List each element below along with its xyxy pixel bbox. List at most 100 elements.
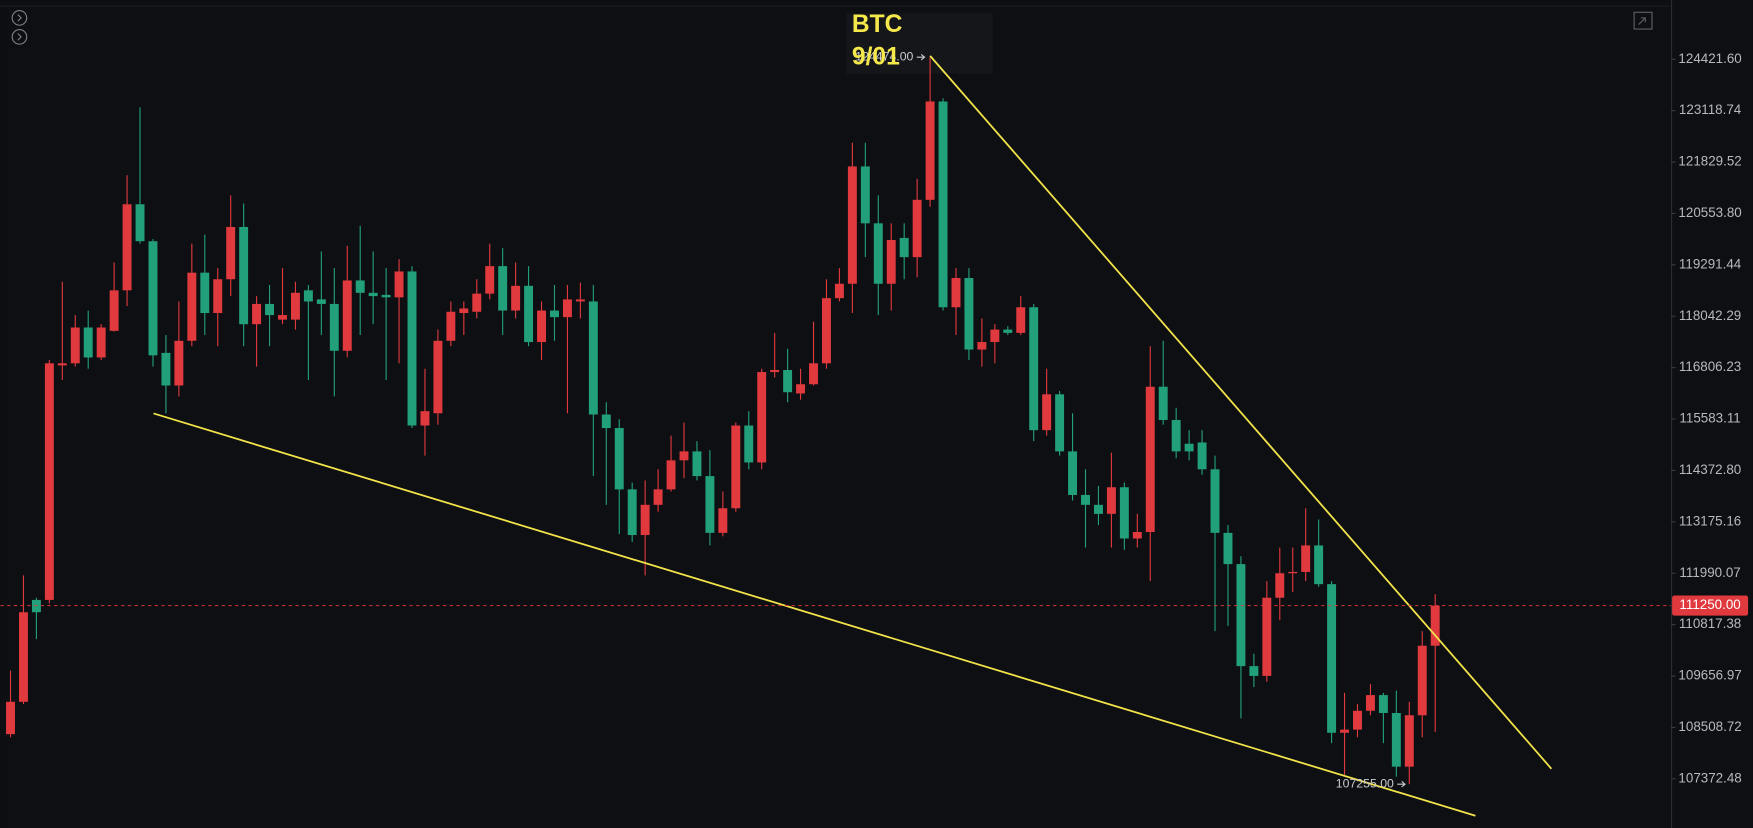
y-tick-label: 110817.38 bbox=[1679, 616, 1741, 631]
candle-body bbox=[1301, 545, 1311, 572]
candle-body bbox=[1132, 531, 1142, 539]
expand-icon-arrow bbox=[17, 33, 22, 41]
candle-body bbox=[809, 363, 818, 385]
candle-body bbox=[524, 285, 534, 343]
expand-icon[interactable] bbox=[11, 29, 28, 45]
y-tick-label: 108508.72 bbox=[1678, 719, 1741, 734]
candle-body bbox=[1184, 443, 1194, 452]
candle-body bbox=[316, 299, 326, 304]
current-price-label: 111250.00 bbox=[1679, 597, 1740, 612]
candle-body bbox=[135, 204, 145, 242]
expand-icon[interactable] bbox=[11, 10, 28, 26]
plot-area bbox=[6, 57, 1440, 785]
candle-body bbox=[1430, 605, 1440, 646]
chart-title: BTC bbox=[852, 11, 903, 38]
candle-body bbox=[109, 290, 119, 331]
candle-body bbox=[1106, 487, 1116, 514]
candle-body bbox=[1288, 571, 1298, 574]
candle-body bbox=[627, 489, 637, 536]
candle-body bbox=[200, 272, 210, 314]
candle-body bbox=[938, 101, 948, 308]
low-marker-arrow bbox=[1397, 780, 1406, 788]
candle-body bbox=[472, 293, 482, 312]
candle-body bbox=[886, 239, 896, 284]
candle-body bbox=[744, 425, 754, 463]
candle-body bbox=[692, 451, 702, 477]
toolbar-icons[interactable] bbox=[11, 10, 1653, 45]
candle-body bbox=[290, 292, 300, 320]
candle-body bbox=[1029, 307, 1039, 431]
chart-subtitle: 9/01 bbox=[852, 44, 900, 71]
candle-body bbox=[161, 352, 171, 386]
candle-body bbox=[303, 290, 313, 302]
candle-body bbox=[990, 329, 1000, 343]
candle-body bbox=[1378, 695, 1388, 714]
y-tick-label: 113175.16 bbox=[1679, 513, 1741, 528]
candle-body bbox=[964, 278, 974, 350]
candle-body bbox=[537, 310, 547, 343]
candle-body bbox=[834, 283, 844, 299]
candle-body bbox=[1365, 695, 1375, 711]
candle-body bbox=[1171, 420, 1181, 452]
candle-body bbox=[1016, 307, 1026, 333]
candle-body bbox=[148, 241, 158, 356]
candle-body bbox=[226, 226, 236, 280]
fullscreen-icon[interactable] bbox=[1633, 11, 1653, 30]
candle-body bbox=[1314, 545, 1324, 585]
candle-body bbox=[899, 237, 909, 258]
candle-body bbox=[420, 411, 430, 426]
candle-body bbox=[433, 340, 443, 414]
y-tick-label: 124421.60 bbox=[1678, 51, 1741, 66]
candle-body bbox=[174, 340, 184, 386]
candle-body bbox=[653, 489, 663, 505]
support-trendline bbox=[153, 412, 1476, 817]
candle-body bbox=[368, 292, 378, 297]
high-marker-arrow bbox=[916, 53, 926, 61]
candle-body bbox=[407, 271, 417, 426]
candle-body bbox=[614, 428, 624, 490]
y-tick-label: 109656.97 bbox=[1678, 668, 1741, 683]
candle-body bbox=[640, 504, 650, 536]
candle-body bbox=[977, 342, 987, 350]
candle-body bbox=[925, 101, 935, 200]
candle-body bbox=[912, 199, 922, 258]
candle-body bbox=[459, 308, 469, 314]
y-tick-label: 120553.80 bbox=[1678, 205, 1741, 220]
candle-body bbox=[96, 327, 106, 358]
candle-body bbox=[187, 272, 197, 341]
candle-body bbox=[83, 327, 93, 358]
title-box bbox=[846, 13, 993, 74]
candle-body bbox=[1119, 487, 1129, 539]
candle-body bbox=[6, 701, 15, 735]
candle-body bbox=[498, 266, 508, 311]
candle-body bbox=[705, 476, 715, 533]
candle-body bbox=[252, 303, 262, 325]
candle-body bbox=[822, 298, 831, 364]
candle-body bbox=[278, 315, 287, 320]
expand-icon-arrow bbox=[17, 14, 22, 22]
y-tick-label: 118042.29 bbox=[1679, 308, 1741, 323]
candle-body bbox=[57, 363, 67, 366]
candle-body bbox=[394, 271, 404, 298]
candle-body bbox=[757, 372, 767, 463]
y-tick-label: 107372.48 bbox=[1678, 770, 1741, 785]
candle-body bbox=[381, 294, 391, 298]
candle-body bbox=[1042, 394, 1052, 431]
candle-body bbox=[847, 166, 857, 284]
candle-body bbox=[239, 226, 249, 325]
candle-body bbox=[1093, 504, 1103, 514]
candle-body bbox=[1081, 494, 1090, 505]
current-price-box bbox=[1672, 595, 1749, 616]
y-tick-label: 116806.23 bbox=[1679, 359, 1741, 374]
candle-body bbox=[860, 166, 870, 224]
y-tick-label: 114372.80 bbox=[1679, 462, 1741, 477]
candle-body bbox=[718, 508, 728, 533]
y-tick-label: 111990.07 bbox=[1679, 565, 1740, 580]
candle-body bbox=[1404, 715, 1414, 767]
candle-body bbox=[355, 280, 365, 293]
candle-body bbox=[213, 279, 223, 314]
y-tick-label: 121829.52 bbox=[1678, 154, 1741, 169]
y-tick-label: 115583.11 bbox=[1679, 411, 1740, 426]
candle-body bbox=[1353, 710, 1362, 730]
y-tick-label: 119291.44 bbox=[1679, 256, 1742, 271]
